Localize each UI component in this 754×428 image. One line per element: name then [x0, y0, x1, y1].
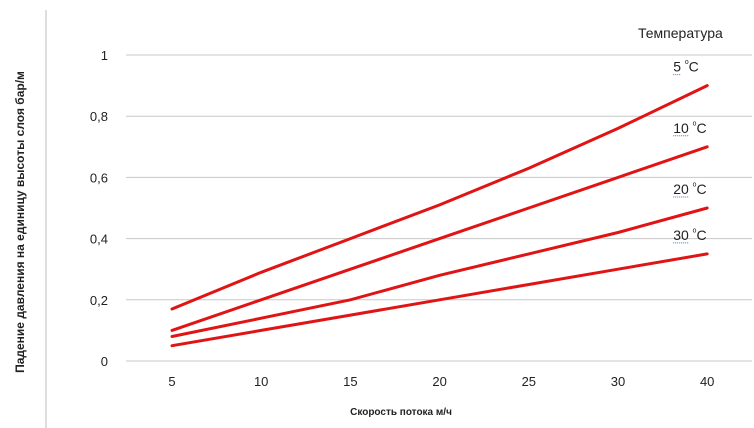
x-tick-label: 25 [522, 374, 536, 389]
series-label: 10 ᵒC [673, 120, 706, 136]
y-tick-label: 0,6 [90, 170, 108, 185]
x-axis-ticks: 5 10 15 20 25 30 40 [168, 374, 714, 389]
x-tick-label: 40 [700, 374, 714, 389]
y-tick-label: 0,8 [90, 109, 108, 124]
series-line [170, 84, 709, 311]
y-tick-label: 1 [101, 48, 108, 63]
series-lines [170, 84, 709, 348]
series-labels: 5 ᵒC 10 ᵒC 20 ᵒC 30 ᵒC [673, 59, 707, 244]
y-tick-label: 0,2 [90, 293, 108, 308]
y-axis-title: Падение давления на единицу высоты слоя … [13, 71, 27, 373]
x-tick-label: 20 [432, 374, 446, 389]
x-tick-label: 5 [168, 374, 175, 389]
y-axis-ticks: 0 0,2 0,4 0,6 0,8 1 [90, 48, 108, 369]
series-label: 30 ᵒC [673, 227, 706, 243]
legend-title: Температура [638, 25, 723, 41]
series-line [170, 145, 709, 332]
x-tick-label: 10 [254, 374, 268, 389]
y-tick-label: 0 [101, 354, 108, 369]
series-label: 20 ᵒC [673, 181, 706, 197]
series-line [170, 206, 709, 338]
y-tick-label: 0,4 [90, 232, 108, 247]
x-tick-label: 15 [343, 374, 357, 389]
x-tick-label: 30 [611, 374, 625, 389]
x-axis-title: Скорость потока м/ч [350, 407, 452, 418]
series-label: 5 ᵒC [673, 59, 699, 75]
series-line [170, 252, 709, 348]
